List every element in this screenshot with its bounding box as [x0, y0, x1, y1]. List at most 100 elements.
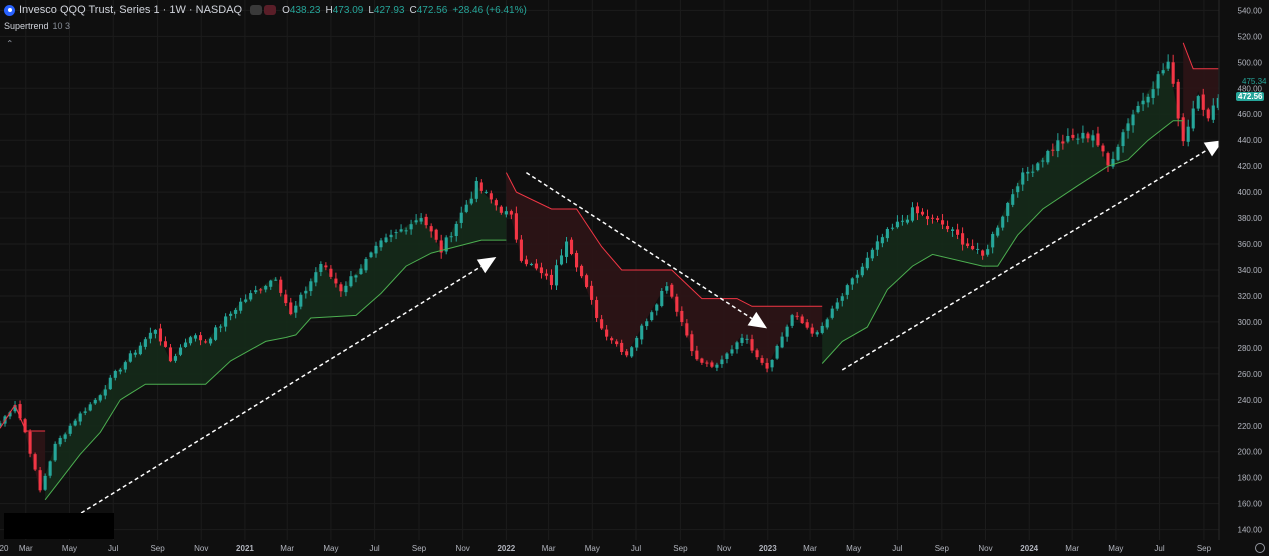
supertrend-line-up: [44, 239, 507, 501]
collapse-chevron-icon[interactable]: ⌄: [6, 38, 14, 48]
time-tick-label: Mar: [803, 544, 817, 553]
candle-body: [374, 245, 378, 254]
header-buttons[interactable]: [250, 5, 277, 15]
candle-body: [660, 290, 664, 306]
candle-body: [1006, 202, 1010, 216]
candle-body: [725, 353, 729, 359]
candle-body: [304, 290, 308, 294]
candle-body: [855, 274, 859, 278]
candle-body: [785, 326, 789, 337]
time-tick-label: 2022: [497, 544, 515, 553]
candle-body: [875, 241, 879, 250]
candle-body: [940, 220, 945, 225]
price-tick-label: 260.00: [1238, 370, 1263, 379]
price-axis[interactable]: 140.00 160.00 180.00 200.00 220.00 240.00 260.…: [1238, 6, 1263, 534]
candle-body: [1171, 62, 1175, 84]
price-tick-label: 440.00: [1238, 136, 1263, 145]
time-tick-label: 2024: [1020, 544, 1038, 553]
candle-body: [1181, 117, 1185, 142]
time-tick-label: Sep: [935, 544, 950, 553]
time-tick-label: 2021: [236, 544, 254, 553]
candle-body: [414, 220, 418, 223]
candle-body: [920, 211, 925, 215]
candle-body: [850, 278, 854, 285]
candle-body: [274, 279, 278, 281]
candle-body: [309, 281, 313, 292]
price-tick-label: 220.00: [1238, 422, 1263, 431]
candle-body: [1216, 97, 1220, 108]
price-tick-label: 520.00: [1238, 32, 1263, 41]
candle-body: [118, 369, 122, 372]
time-tick-label: Mar: [19, 544, 33, 553]
candle-body: [163, 341, 168, 347]
candle-body: [534, 263, 539, 269]
candle-body: [539, 267, 544, 274]
candle-body: [765, 362, 769, 369]
candle-body: [269, 280, 273, 287]
time-tick-label: Sep: [1197, 544, 1212, 553]
candle-body: [394, 232, 398, 234]
candle-body: [133, 352, 137, 355]
time-axis[interactable]: 20 Mar May Jul Sep Nov 2021 Mar May Jul Sep Nov 2022…: [0, 544, 1212, 553]
price-tick-label: 180.00: [1238, 474, 1263, 483]
symbol-title[interactable]: Invesco QQQ Trust, Series 1 · 1W · NASDA…: [19, 4, 243, 16]
indicator-legend[interactable]: Supertrend 10 3: [4, 21, 70, 31]
candle-body: [499, 206, 503, 213]
candle-body: [264, 286, 268, 290]
candle-body: [78, 413, 82, 422]
gear-icon[interactable]: [1255, 543, 1265, 553]
candle-body: [986, 249, 990, 255]
candle-body: [108, 377, 112, 390]
candle-body: [43, 475, 47, 490]
time-tick-label: Mar: [280, 544, 294, 553]
candle-body: [795, 315, 799, 317]
candle-body: [1151, 89, 1155, 98]
candle-body: [890, 227, 894, 229]
price-tick-label: 480.00: [1238, 84, 1263, 93]
candle-body: [695, 350, 699, 360]
indicator-params: 10 3: [52, 21, 71, 31]
candle-body: [494, 200, 498, 206]
candle-body: [951, 229, 955, 231]
candle-body: [735, 342, 739, 350]
candle-body: [484, 191, 488, 193]
candle-body: [259, 289, 263, 291]
supertrend-lines: [0, 42, 1219, 501]
time-tick-label: May: [846, 544, 861, 553]
candle-body: [158, 328, 162, 342]
candle-body: [83, 411, 87, 413]
candle-body: [860, 266, 864, 276]
candle-body: [209, 338, 213, 344]
time-tick-label: May: [1108, 544, 1123, 553]
time-tick-label: May: [62, 544, 77, 553]
candle-body: [595, 300, 599, 318]
ohlc-open: O438.23: [282, 4, 321, 16]
price-tick-label: 280.00: [1238, 344, 1263, 353]
candle-body: [1191, 108, 1195, 129]
candle-body: [424, 216, 428, 226]
candle-body: [615, 341, 619, 345]
candle-body: [1176, 81, 1180, 119]
candle-body: [0, 423, 2, 427]
candle-body: [123, 362, 127, 370]
minus-icon[interactable]: [250, 5, 263, 15]
price-tick-label: 540.00: [1238, 6, 1263, 15]
candle-body: [429, 226, 433, 232]
candle-body: [971, 245, 975, 250]
candle-body: [610, 338, 614, 341]
flag-icon[interactable]: [264, 5, 277, 15]
candle-body: [1111, 158, 1115, 167]
ohlc-values: O438.23 H473.09 L427.93 C472.56 +28.46 (…: [282, 5, 527, 16]
candle-body: [399, 229, 403, 232]
time-tick-label: 20: [0, 544, 9, 553]
candle-body: [509, 211, 513, 215]
candle-body: [324, 265, 328, 268]
candle-body: [554, 265, 559, 286]
candle-body: [334, 278, 338, 284]
candle-body: [600, 319, 604, 329]
candle-body: [404, 230, 408, 232]
candle-body: [625, 351, 629, 356]
candle-body: [1096, 133, 1100, 146]
time-tick-label: Mar: [1065, 544, 1079, 553]
